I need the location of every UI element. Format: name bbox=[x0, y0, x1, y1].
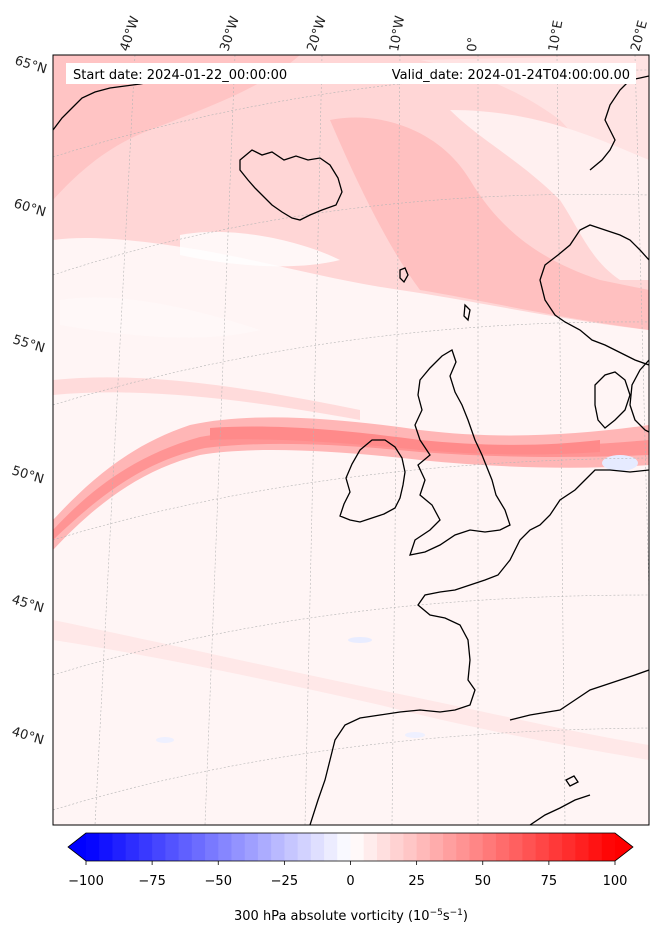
denmark-coast bbox=[594, 371, 631, 429]
colorbar-tick-label: 50 bbox=[474, 874, 491, 889]
lon-label-30w: 30°W bbox=[218, 14, 243, 53]
colorbar-segment bbox=[271, 833, 285, 861]
colorbar-segment bbox=[562, 833, 576, 861]
colorbar-segment bbox=[257, 833, 272, 861]
colorbar-segment bbox=[324, 833, 338, 861]
continent-coast bbox=[309, 469, 649, 825]
mallorca-coast bbox=[565, 775, 579, 787]
colorbar-segment bbox=[535, 833, 550, 861]
lon-label-10e: 10°E bbox=[546, 19, 566, 52]
lat-label-45n: 45°N bbox=[10, 592, 46, 616]
colorbar-ticks: −100 −75 −50 −25 0 25 50 75 100 bbox=[68, 861, 627, 889]
colorbar-segment bbox=[231, 833, 246, 861]
lat-label-40n: 40°N bbox=[10, 724, 46, 748]
shetland-coast bbox=[463, 303, 471, 322]
colorbar-segment bbox=[125, 833, 140, 861]
iceland-coast bbox=[239, 149, 343, 221]
lat-label-65n: 65°N bbox=[13, 53, 49, 77]
colorbar-segment bbox=[337, 833, 351, 861]
colorbar-segment bbox=[390, 833, 404, 861]
colorbar-segment bbox=[403, 833, 418, 861]
lat-labels: 65°N 60°N 55°N 50°N 45°N 40°N bbox=[10, 53, 49, 748]
colorbar-segment bbox=[218, 833, 232, 861]
colorbar-segment bbox=[522, 833, 537, 861]
colorbar-segment bbox=[548, 833, 563, 861]
colorbar-segment bbox=[588, 833, 603, 861]
colorbar-segment bbox=[244, 833, 259, 861]
colorbar-tick-label: 0 bbox=[346, 874, 354, 889]
colorbar-tick-label: −75 bbox=[138, 874, 165, 889]
colorbar-segment bbox=[284, 833, 299, 861]
colorbar-segment bbox=[509, 833, 523, 861]
colorbar-segment bbox=[416, 833, 431, 861]
colorbar-segment bbox=[165, 833, 180, 861]
lat-label-55n: 55°N bbox=[11, 332, 47, 356]
greenland-coast bbox=[53, 81, 151, 131]
colorbar-segment bbox=[456, 833, 471, 861]
colorbar-segment bbox=[297, 833, 312, 861]
lon-label-20w: 20°W bbox=[305, 14, 330, 53]
colorbar-segment bbox=[429, 833, 444, 861]
colorbar-segment bbox=[350, 833, 365, 861]
colorbar-tick-label: −50 bbox=[205, 874, 232, 889]
colorbar-segment bbox=[482, 833, 497, 861]
colorbar-segment bbox=[575, 833, 590, 861]
lat-label-50n: 50°N bbox=[10, 463, 46, 487]
north-africa-coast bbox=[529, 794, 591, 825]
colorbar-label: 300 hPa absolute vorticity (10−5s−1) bbox=[234, 908, 468, 924]
colorbar: −100 −75 −50 −25 0 25 50 75 100 300 hPa absolute… bbox=[67, 832, 634, 924]
colorbar-segment bbox=[363, 833, 378, 861]
ireland-coast bbox=[339, 439, 406, 523]
colorbar-segment bbox=[443, 833, 457, 861]
colorbar-tick-label: −100 bbox=[68, 874, 104, 889]
colorbar-segment bbox=[205, 833, 219, 861]
vorticity-field bbox=[53, 55, 649, 825]
colorbar-tick-label: 100 bbox=[603, 874, 628, 889]
colorbar-segment bbox=[310, 833, 325, 861]
colorbar-tick-label: −25 bbox=[271, 874, 298, 889]
colorbar-segment bbox=[112, 833, 127, 861]
colorbar-segment bbox=[178, 833, 193, 861]
colorbar-segments bbox=[86, 833, 616, 861]
mediterranean-coast bbox=[509, 669, 649, 721]
colorbar-segment bbox=[99, 833, 113, 861]
start-date-text: Start date: 2024-01-22_00:00:00 bbox=[73, 68, 287, 83]
colorbar-tick-label: 25 bbox=[408, 874, 425, 889]
lon-label-40w: 40°W bbox=[118, 14, 143, 53]
colorbar-segment bbox=[376, 833, 391, 861]
colorbar-high-arrow bbox=[615, 833, 633, 861]
colorbar-low-arrow bbox=[68, 833, 86, 861]
colorbar-segment bbox=[495, 833, 510, 861]
graticule bbox=[53, 55, 649, 825]
lon-label-10w: 10°W bbox=[387, 15, 408, 53]
map-frame bbox=[52, 54, 650, 826]
colorbar-segment bbox=[191, 833, 206, 861]
faroe-coast bbox=[399, 267, 409, 284]
colorbar-segment bbox=[86, 833, 100, 861]
colorbar-segment bbox=[469, 833, 484, 861]
norway-coast bbox=[539, 224, 649, 366]
colorbar-segment bbox=[138, 833, 153, 861]
colorbar-tick-label: 75 bbox=[541, 874, 558, 889]
colorbar-segment bbox=[152, 833, 166, 861]
lon-label-0: 0° bbox=[465, 36, 481, 52]
info-box bbox=[66, 63, 636, 84]
lat-label-60n: 60°N bbox=[12, 196, 48, 220]
great-britain-coast bbox=[409, 349, 511, 556]
sweden-coast bbox=[629, 359, 649, 433]
valid-date-text: Valid_date: 2024-01-24T04:00:00.00 bbox=[392, 68, 630, 83]
lon-labels: 40°W 30°W 20°W 10°W 0° 10°E 20°E bbox=[118, 14, 651, 53]
colorbar-segment bbox=[601, 833, 616, 861]
lon-label-20e: 20°E bbox=[628, 19, 651, 53]
